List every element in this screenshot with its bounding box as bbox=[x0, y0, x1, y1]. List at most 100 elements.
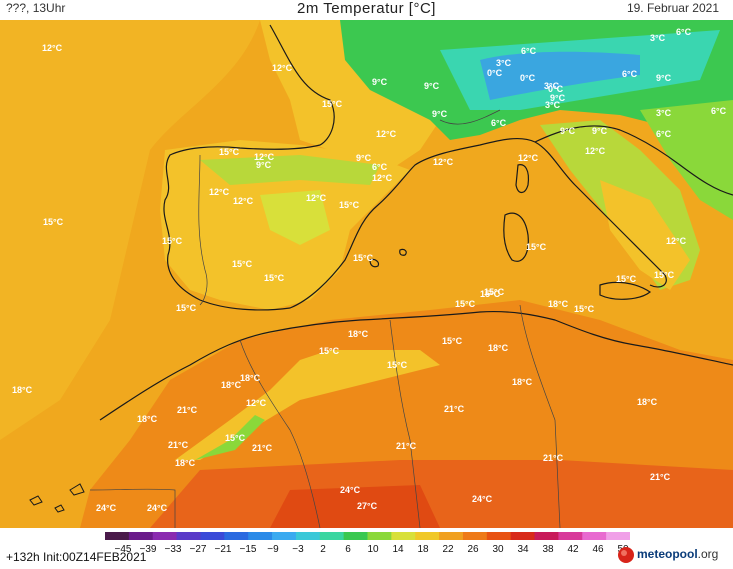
scale-tick-label: −27 bbox=[190, 544, 207, 555]
scale-swatch bbox=[343, 532, 368, 540]
temperature-label: 18°C bbox=[348, 329, 369, 339]
temperature-label: 24°C bbox=[340, 485, 361, 495]
temperature-label: 15°C bbox=[387, 360, 408, 370]
temperature-label: 9°C bbox=[372, 77, 388, 87]
temperature-label: 6°C bbox=[711, 106, 727, 116]
scale-tick-label: 42 bbox=[567, 544, 579, 555]
temperature-label: 21°C bbox=[543, 453, 564, 463]
atlantic-shade bbox=[0, 20, 260, 440]
model-run-info: +132h Init:00Z14FEB2021 bbox=[6, 550, 147, 564]
temperature-label: 18°C bbox=[137, 414, 158, 424]
scale-swatch bbox=[152, 532, 178, 540]
sahara-hot bbox=[150, 460, 733, 528]
temperature-label: 6°C bbox=[521, 46, 537, 56]
scale-tick-label: 46 bbox=[592, 544, 604, 555]
scale-swatch bbox=[224, 532, 249, 540]
temperature-label: 15°C bbox=[225, 433, 246, 443]
temperature-label: 3°C bbox=[650, 33, 666, 43]
temperature-label: 3°C bbox=[656, 108, 672, 118]
scale-swatch bbox=[128, 532, 154, 540]
temperature-label: 9°C bbox=[560, 126, 576, 136]
scale-tick-label: 38 bbox=[542, 544, 554, 555]
meteopool-logo: meteopool.org bbox=[617, 546, 729, 564]
temperature-labels: 12°C12°C15°C12°C9°C 9°C9°C3°C6°C0°C 0°C3°C… bbox=[12, 27, 727, 513]
temperature-label: 9°C bbox=[424, 81, 440, 91]
scale-tick-label: −3 bbox=[292, 544, 304, 555]
scale-tick-label: −21 bbox=[215, 544, 232, 555]
temperature-label: 9°C bbox=[432, 109, 448, 119]
country-borders bbox=[89, 109, 561, 528]
coastlines bbox=[99, 24, 733, 421]
temperature-label: 15°C bbox=[455, 299, 476, 309]
temperature-label: 21°C bbox=[444, 404, 465, 414]
temperature-label: 15°C bbox=[526, 242, 547, 252]
temperature-label: 24°C bbox=[147, 503, 168, 513]
temperature-label: 6°C bbox=[656, 129, 672, 139]
scale-swatch bbox=[415, 532, 440, 540]
temperature-label: 18°C bbox=[488, 343, 509, 353]
temperature-label: 18°C bbox=[240, 373, 261, 383]
scale-tick-label: −9 bbox=[267, 544, 279, 555]
temperature-label: 12°C bbox=[376, 129, 397, 139]
scale-tick-label: −39 bbox=[140, 544, 157, 555]
temperature-label: 0°C bbox=[520, 73, 536, 83]
map-title: 2m Temperatur [°C] bbox=[297, 0, 436, 17]
temperature-label: 15°C bbox=[219, 147, 240, 157]
temperature-label: 12°C bbox=[433, 157, 454, 167]
scale-swatch bbox=[319, 532, 345, 540]
scale-swatch bbox=[176, 532, 201, 540]
scale-tick-label: 2 bbox=[320, 544, 326, 555]
temperature-label: 18°C bbox=[512, 377, 533, 387]
temperature-label: 3°C bbox=[545, 100, 561, 110]
scale-swatch bbox=[248, 532, 273, 540]
scale-tick-label: 18 bbox=[417, 544, 429, 555]
alps-blue-zone bbox=[480, 51, 640, 100]
balkans-land bbox=[640, 100, 733, 220]
temperature-label: 6°C bbox=[622, 69, 638, 79]
logo-suffix: .org bbox=[697, 547, 719, 561]
scale-swatch bbox=[510, 532, 536, 540]
temperature-label: 6°C bbox=[372, 162, 388, 172]
scale-swatch bbox=[606, 532, 630, 540]
scale-swatch bbox=[200, 532, 225, 540]
scale-swatch bbox=[105, 532, 130, 540]
temperature-label: 12°C bbox=[42, 43, 63, 53]
scale-swatch bbox=[295, 532, 321, 540]
temperature-label: 24°C bbox=[96, 503, 117, 513]
scale-swatch bbox=[558, 532, 583, 540]
temperature-label: 12°C bbox=[272, 63, 293, 73]
temperature-label: 15°C bbox=[264, 273, 285, 283]
temperature-label: 18°C bbox=[637, 397, 658, 407]
temperature-label: 6°C bbox=[676, 27, 692, 37]
temperature-label: 12°C bbox=[306, 193, 327, 203]
temperature-label: 18°C bbox=[12, 385, 33, 395]
temperature-label: 15°C bbox=[43, 217, 64, 227]
iberia-center-cold bbox=[260, 190, 330, 245]
scale-tick-label: 34 bbox=[517, 544, 529, 555]
scale-swatch bbox=[272, 532, 297, 540]
scale-swatch bbox=[391, 532, 416, 540]
temperature-label: 3°C bbox=[544, 81, 560, 91]
temperature-label: 9°C bbox=[550, 93, 566, 103]
temperature-label: 0°C bbox=[487, 68, 503, 78]
scale-swatch bbox=[462, 532, 488, 540]
map-footer: −45 −39 −33 −27 −21 −15 −9 −3 2 6 10 14 18 22 26 30 34 38… bbox=[0, 528, 733, 566]
scale-tick-label: 26 bbox=[467, 544, 479, 555]
temperature-label: 24°C bbox=[472, 494, 493, 504]
scale-tick-label: 22 bbox=[442, 544, 454, 555]
temperature-label: 12°C bbox=[254, 152, 275, 162]
temperature-label: 21°C bbox=[650, 472, 671, 482]
temperature-label: 21°C bbox=[168, 440, 189, 450]
temperature-label: 15°C bbox=[484, 287, 505, 297]
temperature-label: 15°C bbox=[654, 270, 675, 280]
temperature-label: 27°C bbox=[357, 501, 378, 511]
temperature-label: 12°C bbox=[372, 173, 393, 183]
temperature-label: 9°C bbox=[256, 160, 272, 170]
scale-tick-label: −45 bbox=[115, 544, 132, 555]
canary-islands bbox=[29, 483, 85, 513]
forecast-date: 19. Februar 2021 bbox=[626, 1, 719, 15]
temperature-label: 12°C bbox=[209, 187, 230, 197]
temperature-label: 15°C bbox=[574, 304, 595, 314]
temperature-label: 15°C bbox=[442, 336, 463, 346]
scale-tick-label: −15 bbox=[240, 544, 257, 555]
